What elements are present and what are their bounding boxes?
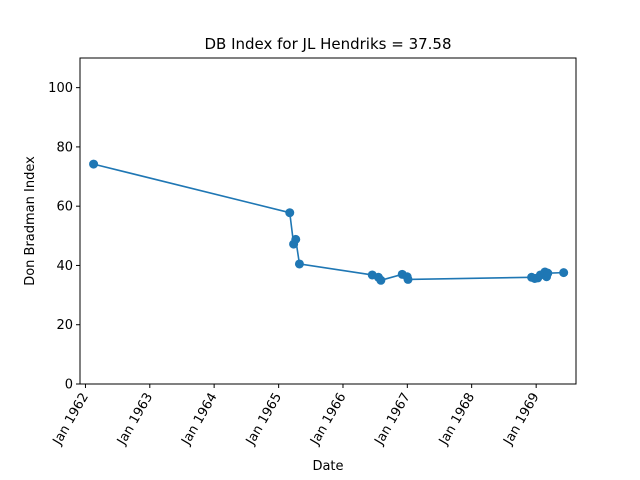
y-axis-ticks: 0 20 40 60 80 100 <box>48 81 80 393</box>
data-point <box>291 234 301 244</box>
x-tick-label: Jan 1968 <box>436 391 478 449</box>
data-point <box>89 159 99 169</box>
x-axis-ticks: Jan 1962 Jan 1963 Jan 1964 Jan 1965 Jan 1966… <box>50 384 543 448</box>
series-layer <box>89 159 569 285</box>
data-point <box>376 275 386 285</box>
y-tick-label: 20 <box>56 318 73 333</box>
plot-frame <box>79 57 577 385</box>
x-tick-label: Jan 1964 <box>178 391 220 449</box>
data-point <box>559 268 569 278</box>
data-point <box>403 274 413 284</box>
y-tick-label: 40 <box>56 259 73 274</box>
y-tick-label: 0 <box>65 378 73 393</box>
y-tick-label: 100 <box>48 81 73 96</box>
y-axis-title: Don Bradman Index <box>23 156 38 286</box>
x-tick-label: Jan 1966 <box>307 391 349 449</box>
y-tick-label: 60 <box>56 200 73 215</box>
x-tick-label: Jan 1969 <box>501 391 543 449</box>
x-tick-label: Jan 1967 <box>372 391 414 449</box>
data-point <box>285 208 295 218</box>
y-tick-label: 80 <box>56 140 73 155</box>
series-line <box>93 163 564 282</box>
chart-title: DB Index for JL Hendriks = 37.58 <box>204 35 451 53</box>
x-tick-label: Jan 1965 <box>243 391 285 449</box>
data-point <box>294 259 304 269</box>
x-axis-title: Date <box>312 459 343 474</box>
x-tick-label: Jan 1962 <box>50 391 92 449</box>
x-tick-label: Jan 1963 <box>114 391 156 449</box>
data-point <box>543 268 553 278</box>
